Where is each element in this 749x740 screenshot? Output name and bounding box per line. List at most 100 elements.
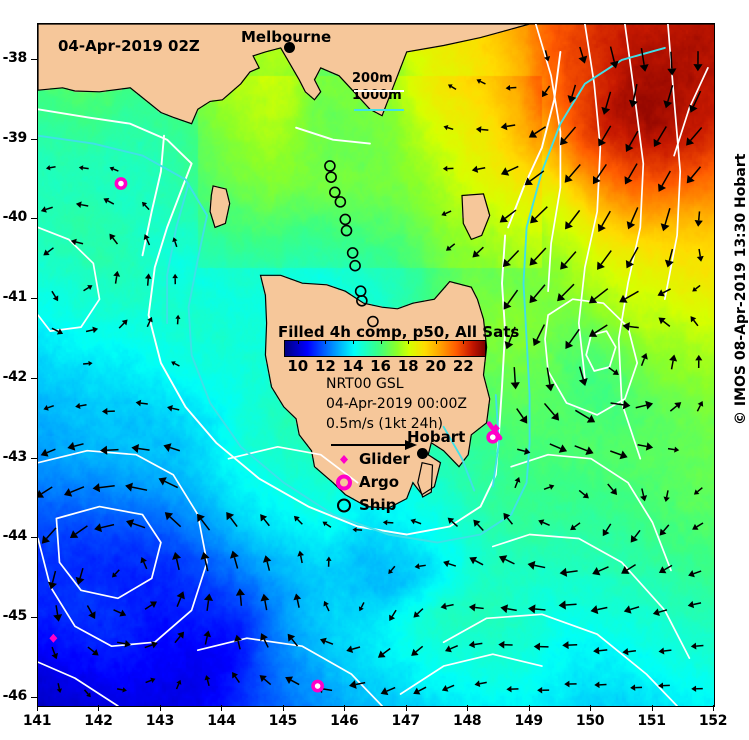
current-arrow-black bbox=[64, 486, 85, 497]
ship-marker bbox=[340, 224, 353, 237]
current-arrow-black bbox=[75, 402, 87, 409]
current-arrow-black bbox=[597, 210, 611, 232]
x-tick-mark bbox=[344, 705, 346, 711]
current-arrow-black bbox=[560, 251, 577, 270]
current-arrow-black bbox=[146, 316, 153, 328]
current-arrow-black bbox=[443, 124, 454, 131]
y-tick-mark bbox=[31, 697, 37, 699]
map-plot-area[interactable]: 04-Apr-2019 02Z Melbourne Hobart 200m 10… bbox=[37, 23, 715, 707]
current-arrow-black bbox=[528, 604, 546, 614]
current-arrow-black bbox=[174, 631, 185, 644]
current-arrow-black bbox=[226, 511, 238, 527]
x-tick-label-149: 149 bbox=[514, 713, 543, 729]
current-arrow-black bbox=[557, 283, 575, 302]
current-arrow-black bbox=[83, 285, 93, 292]
colorbar-notch bbox=[435, 340, 437, 344]
current-arrow-black bbox=[293, 593, 302, 608]
x-tick-label-147: 147 bbox=[391, 713, 421, 729]
colorbar-notch bbox=[380, 340, 382, 344]
current-arrow-black bbox=[667, 446, 680, 453]
y-tick-label--43: -43 bbox=[2, 448, 28, 465]
argo-marker bbox=[311, 679, 325, 693]
key-label-ship: Ship bbox=[359, 496, 397, 514]
current-arrow-black bbox=[101, 407, 115, 415]
current-arrow-black bbox=[440, 602, 454, 610]
timestamp-label: 04-Apr-2019 02Z bbox=[58, 37, 200, 55]
vector-scale-label: 0.5m/s (1kt 24h) bbox=[326, 416, 443, 432]
colorbar bbox=[284, 340, 486, 357]
ship-marker bbox=[339, 213, 352, 226]
ssh-contour bbox=[442, 613, 678, 706]
current-arrow-black bbox=[196, 513, 211, 531]
current-arrow-black bbox=[658, 682, 670, 689]
isobath-1000m bbox=[38, 46, 666, 544]
current-arrow-black bbox=[663, 490, 670, 503]
current-arrow-black bbox=[630, 684, 643, 691]
current-arrow-black bbox=[472, 246, 484, 258]
current-arrow-black bbox=[346, 645, 361, 653]
ssh-contour bbox=[38, 449, 208, 648]
x-tick-mark bbox=[221, 705, 223, 711]
current-arrow-black bbox=[163, 443, 181, 452]
current-arrow-black bbox=[695, 354, 703, 369]
x-tick-label-146: 146 bbox=[330, 713, 359, 729]
isobath-200m bbox=[507, 50, 562, 229]
ship-marker bbox=[367, 315, 379, 328]
current-arrow-black bbox=[352, 527, 363, 533]
current-arrow-black bbox=[564, 164, 581, 183]
product-name: NRT00 GSL bbox=[326, 376, 404, 392]
current-arrow-black bbox=[500, 122, 516, 131]
current-arrow-black bbox=[293, 515, 303, 525]
current-arrow-black bbox=[70, 238, 84, 246]
current-arrow-black bbox=[498, 640, 513, 649]
colorbar-tick-20: 20 bbox=[425, 357, 447, 375]
x-tick-mark bbox=[405, 705, 407, 711]
current-arrow-black bbox=[468, 640, 483, 649]
current-arrow-black bbox=[475, 126, 489, 133]
x-tick-label-152: 152 bbox=[698, 713, 728, 729]
platform-key: Glider Argo Ship bbox=[331, 448, 410, 517]
current-arrow-black bbox=[686, 166, 702, 184]
current-arrow-black bbox=[549, 443, 568, 453]
argo-marker bbox=[114, 177, 128, 190]
coastline bbox=[38, 24, 714, 125]
y-tick-label--42: -42 bbox=[2, 368, 28, 385]
x-tick-label-148: 148 bbox=[453, 713, 482, 729]
glider-marker bbox=[49, 633, 58, 643]
current-arrow-black bbox=[608, 366, 619, 376]
current-arrow-black bbox=[53, 605, 63, 622]
current-arrow-black bbox=[626, 207, 639, 230]
current-arrow-black bbox=[116, 640, 131, 648]
isobath-200m bbox=[295, 126, 371, 145]
current-arrow-black bbox=[621, 564, 636, 574]
ssh-contour bbox=[491, 533, 691, 659]
current-arrow-black bbox=[545, 367, 555, 392]
current-arrow-black bbox=[260, 633, 269, 648]
current-arrow-black bbox=[658, 317, 671, 327]
current-arrow-black bbox=[175, 679, 182, 690]
ssh-contour bbox=[617, 24, 645, 460]
current-arrow-black bbox=[663, 85, 674, 109]
current-arrow-black bbox=[445, 243, 456, 251]
current-arrow-black bbox=[410, 518, 422, 525]
current-arrow-black bbox=[669, 402, 682, 412]
current-arrow-black bbox=[514, 477, 521, 489]
ship-marker bbox=[329, 186, 341, 199]
colorbar-title: Filled 4h comp, p50, All Sats bbox=[278, 323, 520, 341]
current-arrow-black bbox=[144, 273, 152, 286]
x-tick-label-142: 142 bbox=[84, 713, 113, 729]
current-arrow-black bbox=[687, 600, 702, 609]
isobath-200m bbox=[38, 108, 507, 536]
depth-label-200m: 200m bbox=[352, 71, 393, 86]
colorbar-notch bbox=[325, 340, 327, 344]
y-tick-label--44: -44 bbox=[2, 528, 28, 545]
current-arrow-black bbox=[41, 527, 57, 544]
current-arrow-black bbox=[530, 206, 548, 224]
ssh-contour bbox=[673, 67, 709, 157]
current-arrow-black bbox=[628, 83, 638, 108]
current-arrow-black bbox=[601, 91, 612, 115]
current-arrow-black bbox=[40, 448, 56, 457]
y-tick-label--38: -38 bbox=[2, 49, 28, 66]
current-arrow-black bbox=[578, 489, 589, 499]
